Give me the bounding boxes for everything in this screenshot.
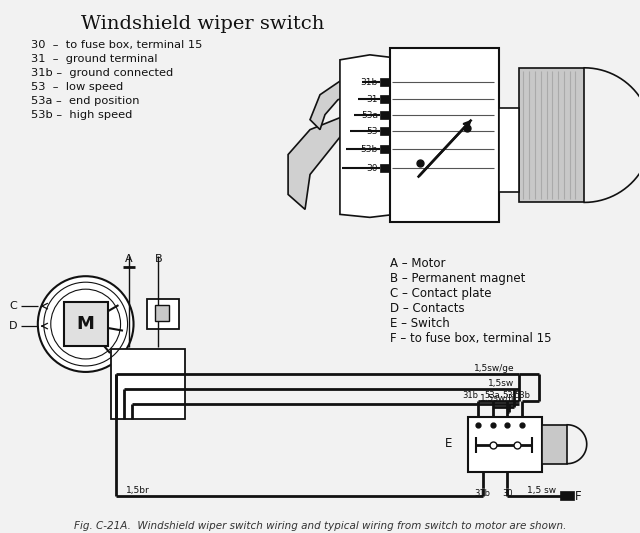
Bar xyxy=(64,302,108,346)
Text: B – Permanent magnet: B – Permanent magnet xyxy=(390,272,525,285)
Bar xyxy=(147,299,179,329)
Text: 53: 53 xyxy=(502,391,513,400)
Text: 1,5 sw: 1,5 sw xyxy=(527,486,557,495)
Text: 31b –  ground connected: 31b – ground connected xyxy=(31,68,173,78)
Text: D – Contacts: D – Contacts xyxy=(390,302,465,315)
Text: 53b –  high speed: 53b – high speed xyxy=(31,110,132,120)
Text: 53  –  low speed: 53 – low speed xyxy=(31,82,123,92)
Text: 53a: 53a xyxy=(484,391,500,400)
Bar xyxy=(560,490,574,499)
Bar xyxy=(499,108,520,192)
Text: 30: 30 xyxy=(502,489,513,498)
Text: E: E xyxy=(445,437,452,450)
Circle shape xyxy=(38,276,134,372)
Bar xyxy=(380,78,390,86)
Text: 31b: 31b xyxy=(463,391,479,400)
Text: 31: 31 xyxy=(366,95,378,104)
Bar xyxy=(380,111,390,119)
Text: 1,5sw/li: 1,5sw/li xyxy=(480,394,515,403)
Bar xyxy=(542,425,567,464)
Text: B: B xyxy=(155,254,163,264)
Bar xyxy=(380,127,390,135)
Text: C – Contact plate: C – Contact plate xyxy=(390,287,492,300)
Text: 53a –  end position: 53a – end position xyxy=(31,96,140,106)
Text: 31b: 31b xyxy=(360,78,378,87)
Polygon shape xyxy=(288,118,350,209)
Polygon shape xyxy=(340,55,395,217)
Text: F: F xyxy=(575,490,582,503)
Text: 1,5sw/ge: 1,5sw/ge xyxy=(474,364,515,373)
Text: 31  –  ground terminal: 31 – ground terminal xyxy=(31,54,157,64)
Text: Windshield wiper switch: Windshield wiper switch xyxy=(81,15,324,33)
Polygon shape xyxy=(310,80,358,130)
Text: 30  –  to fuse box, terminal 15: 30 – to fuse box, terminal 15 xyxy=(31,40,202,50)
Text: D: D xyxy=(9,321,17,331)
Bar xyxy=(380,144,390,152)
Text: 53a: 53a xyxy=(361,111,378,120)
Text: A – Motor: A – Motor xyxy=(390,257,445,270)
Text: A: A xyxy=(125,254,132,264)
Text: M: M xyxy=(77,315,95,333)
Text: 1,5br: 1,5br xyxy=(125,486,149,495)
Text: C: C xyxy=(9,301,17,311)
Text: F – to fuse box, terminal 15: F – to fuse box, terminal 15 xyxy=(390,332,551,345)
Bar xyxy=(380,164,390,172)
Text: 31b: 31b xyxy=(474,489,490,498)
Text: 53b: 53b xyxy=(360,145,378,154)
Bar xyxy=(156,305,170,321)
Bar xyxy=(520,68,584,203)
Bar xyxy=(380,95,390,103)
Text: 53: 53 xyxy=(366,127,378,136)
Text: E – Switch: E – Switch xyxy=(390,317,449,330)
Bar xyxy=(111,349,186,419)
Text: 53b: 53b xyxy=(515,391,531,400)
Text: Fig. C-21A.  Windshield wiper switch wiring and typical wiring from switch to mo: Fig. C-21A. Windshield wiper switch wiri… xyxy=(74,521,566,530)
Text: 1,5sw: 1,5sw xyxy=(488,379,515,388)
Bar xyxy=(468,417,542,472)
Bar xyxy=(390,48,499,222)
Text: 30: 30 xyxy=(366,164,378,173)
